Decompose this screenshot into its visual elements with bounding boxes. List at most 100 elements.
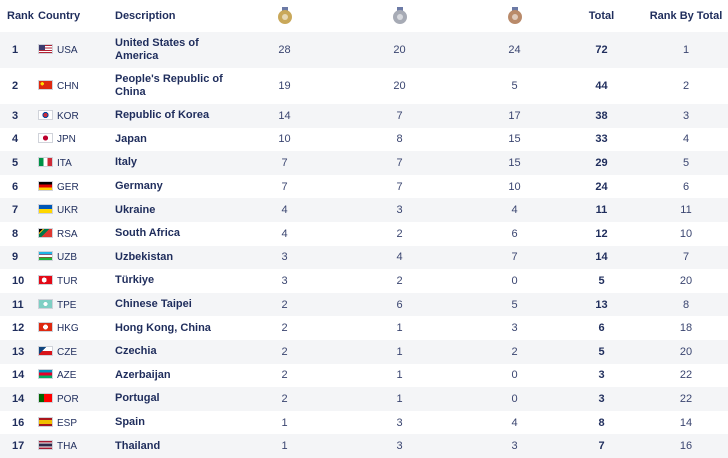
table-row[interactable]: 2 CHN People's Republic of China 19 20 5 44 2	[0, 68, 728, 104]
country-cell: USA	[38, 32, 115, 68]
country-name-link[interactable]: Republic of Korea	[115, 109, 210, 122]
total-count: 5	[598, 274, 605, 287]
rank-by-total: 16	[679, 440, 693, 453]
country-name-link[interactable]: Spain	[115, 416, 145, 429]
country-name-link[interactable]: Germany	[115, 180, 163, 193]
header-rank[interactable]: Rank	[7, 10, 34, 22]
flag-icon	[38, 440, 53, 451]
gold-count: 7	[281, 156, 288, 169]
country-cell: UKR	[38, 198, 115, 222]
rank-cell: 7	[12, 204, 19, 217]
gold-count: 2	[281, 298, 288, 311]
rank-cell: 13	[12, 345, 25, 358]
country-name-link[interactable]: Ukraine	[115, 203, 156, 216]
table-row[interactable]: 7 UKR Ukraine 4 3 4 11 11	[0, 198, 728, 222]
rank-cell: 9	[12, 251, 19, 264]
table-row[interactable]: 8 RSA South Africa 4 2 6 12 10	[0, 221, 728, 246]
bronze-count: 15	[508, 156, 521, 169]
rank-by-total: 11	[680, 204, 692, 217]
table-row[interactable]: 5 ITA Italy 7 7 15 29 5	[0, 151, 728, 175]
country-name-link[interactable]: United States of America	[115, 37, 199, 62]
header-country[interactable]: Country	[38, 10, 81, 22]
rank-by-total: 20	[679, 345, 693, 358]
table-row[interactable]: 9 UZB Uzbekistan 3 4 7 14 7	[0, 245, 728, 270]
country-code: AZE	[57, 370, 77, 382]
rank-by-total: 18	[679, 322, 693, 335]
gold-medal-icon	[277, 6, 292, 24]
flag-icon	[38, 109, 53, 120]
country-name-link[interactable]: Thailand	[115, 439, 161, 452]
country-name-link[interactable]: Japan	[115, 132, 147, 145]
table-row[interactable]: 16 ESP Spain 1 3 4 8 14	[0, 410, 728, 435]
header-bronze[interactable]	[470, 0, 559, 32]
silver-count: 20	[393, 80, 406, 92]
rank-cell: 14	[12, 369, 25, 382]
silver-count: 1	[396, 322, 403, 335]
rank-cell: 14	[12, 392, 25, 405]
gold-count: 14	[278, 109, 291, 122]
country-cell: ESP	[38, 411, 115, 435]
country-cell: ITA	[38, 151, 115, 175]
country-name-link[interactable]: Türkiye	[115, 274, 155, 287]
country-name-link[interactable]: Portugal	[115, 392, 160, 405]
table-row[interactable]: 10 TUR Türkiye 3 2 0 5 20	[0, 269, 728, 293]
rank-cell: 2	[12, 80, 19, 92]
bronze-count: 0	[511, 274, 518, 287]
total-count: 14	[595, 251, 608, 264]
header-rank-by-total[interactable]: Rank By Total	[649, 10, 723, 22]
bronze-count: 4	[511, 416, 518, 429]
total-count: 12	[595, 227, 608, 240]
country-code: POR	[57, 393, 79, 405]
table-row[interactable]: 12 HKG Hong Kong, China 2 1 3 6 18	[0, 316, 728, 340]
country-name-link[interactable]: Italy	[115, 156, 138, 169]
flag-icon	[38, 204, 53, 215]
country-code: RSA	[57, 228, 78, 240]
silver-count: 7	[396, 156, 403, 169]
header-gold[interactable]	[240, 0, 329, 32]
flag-icon	[38, 369, 53, 380]
rank-cell: 3	[12, 109, 19, 122]
country-name-link[interactable]: Uzbekistan	[115, 250, 174, 263]
header-total[interactable]: Total	[588, 10, 615, 22]
total-count: 44	[595, 80, 608, 92]
rank-by-total: 10	[679, 227, 693, 240]
country-code: USA	[57, 45, 78, 56]
rank-by-total: 20	[679, 274, 693, 287]
country-cell: THA	[38, 434, 115, 458]
country-name-link[interactable]: People's Republic of China	[115, 73, 223, 98]
silver-count: 7	[396, 180, 403, 193]
country-name-link[interactable]: Azerbaijan	[115, 368, 171, 381]
table-row[interactable]: 3 KOR Republic of Korea 14 7 17 38 3	[0, 104, 728, 128]
table-header-row: Rank Country Description	[0, 0, 728, 32]
bronze-count: 24	[508, 44, 521, 56]
gold-count: 28	[278, 44, 291, 56]
rank-by-total: 6	[682, 180, 690, 193]
silver-count: 1	[396, 369, 403, 382]
table-row[interactable]: 6 GER Germany 7 7 10 24 6	[0, 174, 728, 199]
total-count: 33	[595, 133, 608, 146]
header-silver[interactable]	[329, 0, 470, 32]
total-count: 3	[598, 392, 605, 405]
rank-by-total: 4	[682, 133, 690, 146]
table-row[interactable]: 11 TPE Chinese Taipei 2 6 5 13 8	[0, 292, 728, 317]
table-row[interactable]: 14 POR Portugal 2 1 0 3 22	[0, 387, 728, 411]
total-count: 7	[598, 440, 605, 453]
country-name-link[interactable]: Czechia	[115, 345, 157, 358]
table-row[interactable]: 4 JPN Japan 10 8 15 33 4	[0, 127, 728, 152]
country-name-link[interactable]: South Africa	[115, 227, 180, 240]
table-row[interactable]: 1 USA United States of America 28 20 24 72 1	[0, 32, 728, 68]
country-code: UKR	[57, 205, 79, 217]
gold-count: 3	[281, 251, 288, 264]
table-row[interactable]: 14 AZE Azerbaijan 2 1 0 3 22	[0, 363, 728, 388]
gold-count: 2	[281, 345, 288, 358]
rank-by-total: 8	[682, 298, 690, 311]
flag-icon	[38, 80, 53, 90]
country-code: TPE	[57, 299, 77, 311]
gold-count: 2	[281, 322, 288, 335]
header-description[interactable]: Description	[115, 10, 176, 22]
country-name-link[interactable]: Hong Kong, China	[115, 321, 211, 334]
country-name-link[interactable]: Chinese Taipei	[115, 298, 192, 311]
bronze-count: 15	[508, 133, 521, 146]
table-row[interactable]: 17 THA Thailand 1 3 3 7 16	[0, 434, 728, 458]
table-row[interactable]: 13 CZE Czechia 2 1 2 5 20	[0, 339, 728, 364]
